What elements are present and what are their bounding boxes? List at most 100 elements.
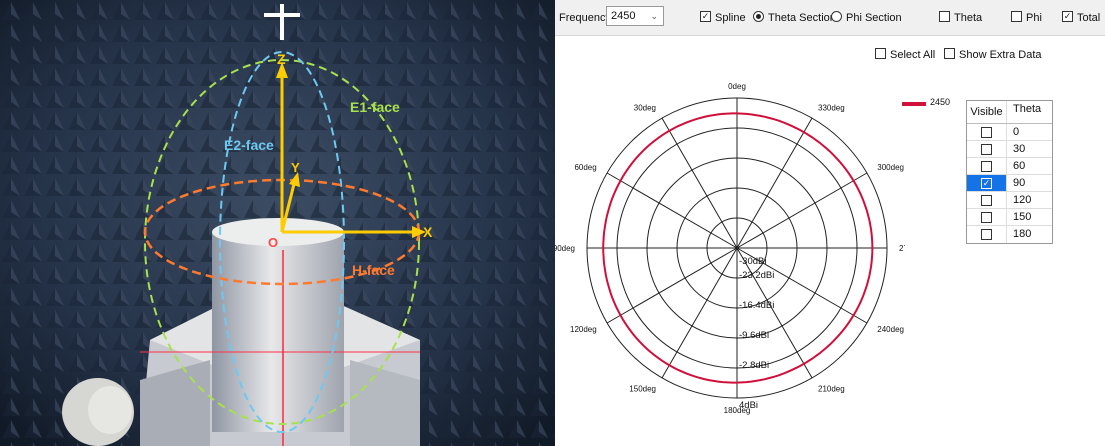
phi-section-label: Phi Section (846, 12, 902, 24)
polar-plot: 0deg 30deg 60deg 90deg 120deg 150deg 180deg 210… (555, 82, 905, 415)
axis-y-label: Y (291, 160, 300, 175)
polar-spoke (736, 247, 868, 324)
theta-cell: 180 (1013, 228, 1032, 240)
angle-label: 180deg (724, 406, 751, 415)
h-face-label: H-face (352, 262, 395, 278)
visible-cell[interactable] (967, 192, 1007, 208)
visible-checkbox[interactable] (981, 144, 992, 155)
visible-cell[interactable] (967, 141, 1007, 157)
axis-x-label: X (423, 224, 433, 240)
checkbox-icon (1062, 11, 1073, 22)
theta-cell: 120 (1013, 194, 1032, 206)
theta-cell: 150 (1013, 211, 1032, 223)
angle-label: 330deg (818, 104, 845, 113)
angle-label: 240deg (877, 325, 904, 334)
theta-section-label: Theta Section (768, 12, 836, 24)
chamber-photo: Z X Y O E1-face E2-face H-face (0, 0, 555, 446)
angle-label: 30deg (634, 104, 656, 113)
checkbox-icon (1011, 11, 1022, 22)
toolbar: Frequency: 2450 ⌄ Spline Theta Section P… (555, 0, 1105, 36)
axis-z-label: Z (277, 51, 286, 67)
table-header: Visible Theta (967, 101, 1052, 124)
phi-checkbox[interactable]: Phi (1011, 10, 1042, 26)
radiation-pattern-panel: Frequency: 2450 ⌄ Spline Theta Section P… (555, 0, 1105, 446)
legend: 2450 (902, 97, 962, 110)
select-all-label: Select All (890, 49, 936, 61)
visible-cell[interactable] (967, 124, 1007, 140)
legend-swatch (902, 102, 926, 106)
phi-section-radio[interactable]: Phi Section (831, 10, 902, 26)
polar-spoke (661, 247, 738, 379)
radio-icon (831, 11, 842, 22)
polar-spoke (736, 247, 813, 379)
table-row[interactable]: 60 (967, 158, 1052, 175)
angle-label: 270deg (899, 244, 905, 253)
legend-label: 2450 (930, 97, 951, 107)
theta-cell: 0 (1013, 126, 1020, 138)
visible-cell[interactable] (967, 175, 1007, 191)
checkbox-icon (875, 48, 886, 59)
phi-label: Phi (1026, 12, 1042, 24)
visible-checkbox[interactable] (981, 195, 992, 206)
checkbox-icon (939, 11, 950, 22)
series-2450-trace (602, 112, 874, 384)
visible-cell[interactable] (967, 226, 1007, 243)
visible-checkbox[interactable] (981, 212, 992, 223)
radio-icon (753, 11, 764, 22)
polar-spoke (661, 117, 738, 249)
table-row[interactable]: 90 (967, 175, 1052, 192)
spline-label: Spline (715, 12, 746, 24)
chevron-down-icon: ⌄ (650, 11, 658, 21)
theta-cell: 60 (1013, 160, 1026, 172)
angle-label: 90deg (555, 244, 575, 253)
theta-header: Theta (1013, 103, 1042, 115)
select-all-checkbox[interactable]: Select All (875, 47, 935, 63)
spline-checkbox[interactable]: Spline (700, 10, 746, 26)
e1-face-label: E1-face (350, 99, 400, 115)
visible-cell[interactable] (967, 209, 1007, 225)
visible-checkbox[interactable] (981, 178, 992, 189)
angle-label: 300deg (877, 163, 904, 172)
checkbox-icon (944, 48, 955, 59)
total-label: Total (1077, 12, 1101, 24)
ring-label: -23.2dBi (739, 270, 774, 281)
polar-spoke (736, 172, 868, 249)
frequency-value: 2450 (611, 10, 636, 22)
theta-table: Visible Theta 0 30 60 90 120 150 180 (966, 100, 1053, 244)
visible-checkbox[interactable] (981, 127, 992, 138)
angle-label: 210deg (818, 384, 845, 393)
theta-checkbox[interactable]: Theta (939, 10, 982, 26)
polar-spoke (736, 117, 813, 249)
angle-label: 0deg (728, 82, 746, 91)
theta-cell: 90 (1013, 177, 1026, 189)
ring-label: -2.8dBi (739, 360, 769, 371)
show-extra-data-checkbox[interactable]: Show Extra Data (944, 47, 1042, 63)
theta-cell: 30 (1013, 143, 1026, 155)
visible-checkbox[interactable] (981, 229, 992, 240)
polar-spoke (606, 247, 738, 324)
table-row[interactable]: 120 (967, 192, 1052, 209)
checkbox-icon (700, 11, 711, 22)
ring-label: -16.4dBi (739, 300, 774, 311)
total-checkbox[interactable]: Total (1062, 10, 1100, 26)
frequency-dropdown[interactable]: 2450 ⌄ (606, 6, 664, 26)
theta-section-radio[interactable]: Theta Section (753, 10, 836, 26)
table-row[interactable]: 30 (967, 141, 1052, 158)
visible-checkbox[interactable] (981, 161, 992, 172)
polar-spoke (606, 172, 738, 249)
visible-cell[interactable] (967, 158, 1007, 174)
table-row[interactable]: 0 (967, 124, 1052, 141)
angle-label: 60deg (574, 163, 596, 172)
ring-label: 4dBi (739, 400, 758, 411)
table-row[interactable]: 150 (967, 209, 1052, 226)
show-extra-data-label: Show Extra Data (959, 49, 1042, 61)
angle-label: 120deg (570, 325, 597, 334)
ring-label: -30dBi (739, 256, 766, 267)
ring-label: -9.6dBi (739, 330, 769, 341)
angle-label: 150deg (629, 384, 656, 393)
visible-header: Visible (967, 101, 1007, 123)
table-row[interactable]: 180 (967, 226, 1052, 243)
origin-label: O (268, 235, 278, 250)
frequency-label: Frequency: (559, 12, 615, 24)
theta-label: Theta (954, 12, 983, 24)
